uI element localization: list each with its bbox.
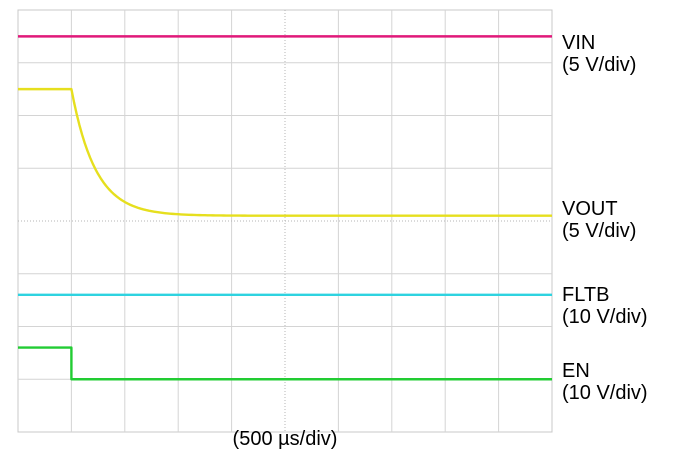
traces	[18, 35, 552, 381]
vout-label: VOUT (5 V/div)	[562, 198, 636, 242]
fltb-label: FLTB (10 V/div)	[562, 284, 648, 328]
grid	[17, 9, 553, 433]
fltb-name: FLTB	[562, 284, 610, 306]
vin-label: VIN (5 V/div)	[562, 32, 636, 76]
vin-name: VIN	[562, 32, 596, 54]
vout-trace	[18, 87, 552, 217]
vin-scale: (5 V/div)	[562, 54, 637, 76]
en-label: EN (10 V/div)	[562, 360, 648, 404]
en-trace	[18, 346, 552, 381]
vout-name: VOUT	[562, 198, 618, 220]
x-axis-label: (500 µs/div)	[232, 428, 338, 450]
vout-scale: (5 V/div)	[562, 220, 637, 242]
en-scale: (10 V/div)	[562, 382, 648, 404]
fltb-scale: (10 V/div)	[562, 306, 648, 328]
en-name: EN	[562, 360, 590, 382]
